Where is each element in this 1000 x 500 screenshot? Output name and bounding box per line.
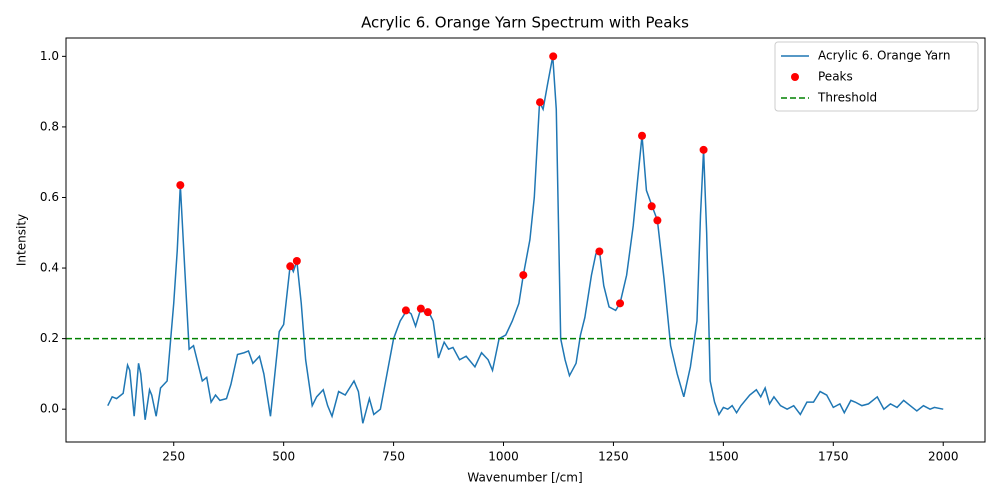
- plot-frame: [65, 37, 986, 443]
- x-tick-label: 250: [162, 450, 185, 464]
- peak-marker: [286, 262, 295, 271]
- peak-marker: [549, 52, 558, 61]
- peak-marker: [423, 308, 432, 317]
- legend-label: Threshold: [817, 91, 877, 105]
- peak-marker: [536, 98, 545, 107]
- peak-marker: [616, 299, 625, 308]
- chart-title: Acrylic 6. Orange Yarn Spectrum with Pea…: [361, 14, 689, 32]
- peak-marker: [519, 271, 528, 280]
- peak-marker: [595, 247, 604, 256]
- y-tick-label: 0.6: [40, 190, 59, 204]
- x-tick-label: 1500: [708, 450, 739, 464]
- peak-marker: [653, 216, 662, 225]
- y-tick-label: 0.8: [40, 119, 59, 133]
- peak-marker: [176, 181, 185, 190]
- peak-marker: [647, 202, 656, 211]
- y-tick-label: 1.0: [40, 49, 59, 63]
- x-tick-label: 500: [272, 450, 295, 464]
- peak-marker: [416, 304, 425, 313]
- peak-marker: [292, 256, 301, 265]
- x-tick-label: 2000: [928, 450, 959, 464]
- y-tick-label: 0.0: [40, 402, 59, 416]
- legend-box: [774, 41, 979, 112]
- y-axis-label: Intensity: [15, 214, 29, 266]
- y-tick-label: 0.2: [40, 331, 59, 345]
- legend-label: Peaks: [818, 70, 853, 84]
- spectrum-line: [107, 56, 944, 424]
- x-tick-label: 1000: [488, 450, 519, 464]
- legend-marker: [791, 73, 799, 81]
- peak-marker: [638, 131, 647, 140]
- peak-marker: [401, 306, 410, 315]
- legend-label: Acrylic 6. Orange Yarn: [818, 49, 951, 63]
- x-tick-label: 1750: [818, 450, 849, 464]
- x-tick-label: 750: [382, 450, 405, 464]
- x-axis-label: Wavenumber [/cm]: [467, 471, 582, 485]
- peak-marker: [699, 145, 708, 154]
- x-tick-label: 1250: [598, 450, 629, 464]
- y-tick-label: 0.4: [40, 261, 59, 275]
